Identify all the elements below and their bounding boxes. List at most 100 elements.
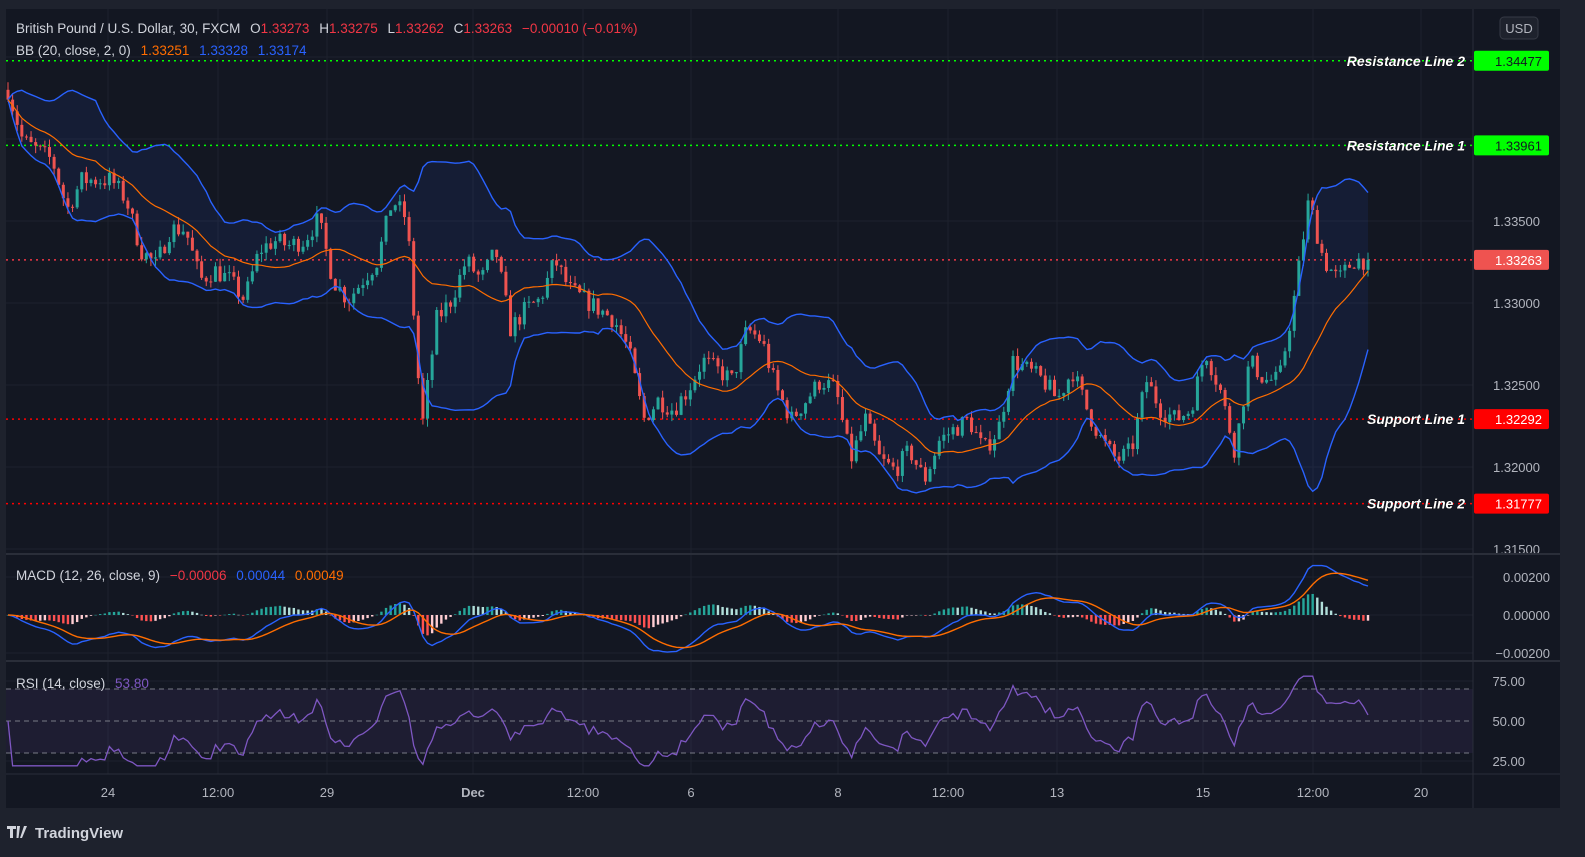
candle <box>1191 407 1195 418</box>
candle <box>1039 365 1043 377</box>
macd-histogram-bar <box>924 615 927 616</box>
macd-histogram-bar <box>1062 615 1065 618</box>
currency-button[interactable]: USD <box>1499 16 1539 40</box>
macd-histogram-bar <box>624 615 627 621</box>
candle <box>177 217 181 237</box>
candle <box>352 288 356 310</box>
macd-histogram-bar <box>62 615 65 624</box>
candle <box>1242 405 1246 430</box>
candle <box>1122 445 1126 464</box>
candle <box>619 319 623 338</box>
candle <box>47 139 51 165</box>
macd-histogram-bar <box>965 606 969 615</box>
candle <box>1260 376 1264 384</box>
candle <box>1288 327 1292 358</box>
resistance-price-tag: 1.33961 <box>1474 135 1549 156</box>
macd-histogram-bar <box>855 615 858 622</box>
candle <box>845 419 849 435</box>
candle <box>126 197 130 216</box>
tradingview-logo-icon <box>7 826 27 838</box>
resistance-line-label: Resistance Line 2 <box>1347 53 1465 69</box>
macd-histogram-bar <box>546 613 549 615</box>
time-tick-label: 12:00 <box>1297 785 1330 800</box>
candle <box>1357 253 1361 271</box>
rsi-tick-label: 50.00 <box>1492 714 1525 729</box>
resistance-price-tag: 1.34477 <box>1474 50 1549 71</box>
candle <box>430 350 434 388</box>
macd-histogram-bar <box>246 614 249 615</box>
candle <box>960 416 964 438</box>
macd-histogram-bar <box>1214 609 1218 615</box>
macd-histogram-bar <box>1173 612 1176 615</box>
rsi-legend[interactable]: RSI (14, close) 53.80 <box>16 676 149 691</box>
candle <box>1172 409 1176 421</box>
macd-histogram-bar <box>481 606 485 615</box>
macd-histogram-bar <box>1048 613 1052 615</box>
macd-histogram-bar <box>1030 605 1033 615</box>
candles <box>6 82 1370 485</box>
macd-histogram-bar <box>352 615 355 623</box>
price-tag-value: 1.34477 <box>1495 54 1542 69</box>
price-tick-label: 1.32000 <box>1493 460 1540 475</box>
last-price-value: 1.33263 <box>1495 253 1542 268</box>
macd-histogram-bar <box>1071 615 1075 618</box>
macd-histogram-bar <box>191 611 194 615</box>
macd-histogram-bar <box>772 613 775 615</box>
candle <box>1348 261 1352 268</box>
candle <box>891 457 895 471</box>
macd-histogram-bar <box>744 605 747 615</box>
macd-histogram-bar <box>1168 612 1171 615</box>
support-line-label: Support Line 1 <box>1367 411 1465 427</box>
candle <box>250 265 254 285</box>
macd-histogram-bar <box>1177 613 1181 615</box>
macd-histogram-bar <box>1311 593 1314 615</box>
candle <box>615 318 619 333</box>
candle <box>937 436 941 460</box>
macd-histogram-bar <box>712 604 715 615</box>
candle <box>1071 372 1075 388</box>
time-tick-label: 20 <box>1414 785 1428 800</box>
time-tick-label: 6 <box>687 785 694 800</box>
candle <box>204 276 208 287</box>
tradingview-logo[interactable]: TradingView <box>7 825 123 842</box>
bb-legend[interactable]: BB (20, close, 2, 0) 1.33251 1.33328 1.3… <box>16 43 307 58</box>
macd-histogram-bar <box>670 615 674 621</box>
macd-histogram-bar <box>1293 605 1296 615</box>
rsi-tick-label: 25.00 <box>1492 754 1525 769</box>
candle <box>670 403 674 422</box>
candle <box>24 134 28 140</box>
candle <box>186 231 190 246</box>
macd-histogram-bar <box>1090 615 1093 622</box>
candle <box>370 273 374 286</box>
macd-histogram-bar <box>449 615 452 617</box>
candle <box>158 240 162 260</box>
candle <box>407 211 411 246</box>
macd-histogram-bar <box>762 608 766 615</box>
macd-histogram-bar <box>993 613 996 615</box>
candle <box>1159 398 1163 426</box>
macd-histogram-bar <box>615 615 618 620</box>
macd-histogram-bar <box>606 615 609 619</box>
macd-histogram-bar <box>1136 615 1139 618</box>
bb-band-fill <box>8 90 1368 493</box>
macd-histogram-bar <box>1297 601 1301 615</box>
macd-legend[interactable]: MACD (12, 26, close, 9) −0.00006 0.00044… <box>16 568 344 583</box>
candle <box>269 238 273 250</box>
time-tick-label: 13 <box>1050 785 1064 800</box>
macd-histogram-bar <box>85 615 88 618</box>
macd-histogram-bar <box>698 608 701 615</box>
macd-histogram-bar <box>1080 615 1084 618</box>
macd-histogram-bar <box>808 615 812 620</box>
macd-histogram-bar <box>1228 615 1231 618</box>
candle <box>725 366 729 387</box>
candle <box>306 234 310 251</box>
macd-histogram-bar <box>158 615 162 620</box>
macd-histogram-bar <box>675 615 678 620</box>
candle <box>914 459 918 470</box>
macd-histogram-bar <box>735 609 738 615</box>
macd-histogram-bar <box>394 604 397 615</box>
macd-histogram-bar <box>702 605 706 615</box>
candle <box>910 443 914 464</box>
candle <box>310 230 314 247</box>
